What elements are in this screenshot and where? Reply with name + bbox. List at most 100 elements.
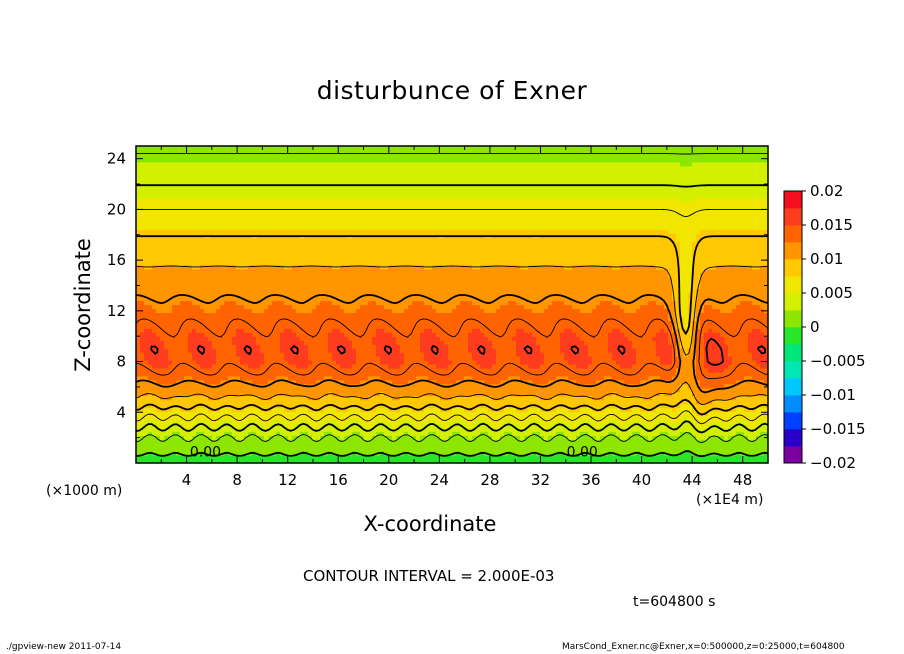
field-cell [340,383,345,389]
field-cell [464,455,469,460]
field-cell [588,356,593,361]
field-cell [504,407,509,413]
field-cell [544,391,549,397]
field-cell [328,459,333,463]
field-cell [208,348,213,353]
field-cell [652,407,657,413]
field-cell [172,439,177,444]
field-cell [384,455,389,460]
field-cell [552,375,557,381]
field-cell [240,375,245,381]
field-cell [760,375,765,381]
field-cell [204,411,209,417]
field-cell [692,383,697,389]
field-cell [396,415,401,421]
field-cell [692,407,697,413]
field-cell [432,348,437,353]
field-cell [140,431,145,436]
field-cell [560,443,565,448]
field-cell [620,451,625,456]
field-cell [340,371,345,377]
field-cell [180,371,185,377]
field-cell [764,431,768,436]
field-cell [712,403,717,409]
field-cell [464,447,469,452]
field-cell [432,352,437,357]
field-cell [592,367,597,373]
field-cell [516,423,521,428]
field-cell [612,356,617,361]
field-cell [524,407,529,413]
field-cell [432,411,437,417]
field-cell [652,352,657,357]
field-cell [236,379,241,385]
field-cell [364,399,369,405]
field-cell [496,348,501,353]
field-cell [176,348,181,353]
field-cell [732,427,737,432]
field-cell [748,352,753,357]
field-cell [728,431,733,436]
field-cell [380,348,385,353]
field-cell [380,427,385,432]
field-cell [176,395,181,401]
field-cell [364,435,369,440]
field-cell [200,363,205,369]
field-cell [440,363,445,369]
field-cell [572,387,577,393]
field-cell [440,439,445,444]
field-cell [420,383,425,389]
field-cell [508,443,513,448]
field-cell [760,391,765,397]
field-cell [728,363,733,369]
field-cell [216,359,221,365]
field-cell [268,455,273,460]
field-cell [216,363,221,369]
field-cell [176,459,181,463]
field-cell [444,435,449,440]
field-cell [600,447,605,452]
field-cell [396,423,401,428]
field-cell [312,419,317,424]
field-cell [344,340,349,345]
field-cell [352,391,357,397]
field-cell [448,356,453,361]
field-cell [436,356,441,361]
field-cell [516,455,521,460]
field-cell [140,356,145,361]
field-cell [492,352,497,357]
field-cell [696,391,701,397]
field-cell [396,371,401,377]
field-cell [320,348,325,353]
field-cell [416,411,421,417]
field-cell [184,359,189,365]
field-cell [696,459,701,463]
field-cell [344,419,349,424]
field-cell [268,379,273,385]
field-cell [312,363,317,369]
field-cell [180,455,185,460]
field-cell [660,371,665,377]
field-cell [608,427,613,432]
field-cell [616,367,621,373]
field-cell [256,415,261,421]
field-cell [704,459,709,463]
field-cell [484,435,489,440]
field-cell [664,395,669,401]
field-cell [280,387,285,393]
field-cell [500,344,505,349]
field-cell [736,411,741,417]
field-cell [316,379,321,385]
field-cell [556,423,561,428]
field-cell [432,447,437,452]
field-cell [732,459,737,463]
field-cell [516,403,521,409]
field-cell [196,387,201,393]
field-cell [432,363,437,369]
field-cell [564,447,569,452]
field-cell [480,419,485,424]
field-cell [464,363,469,369]
field-cell [648,427,653,432]
field-cell [492,367,497,373]
field-cell [544,359,549,365]
